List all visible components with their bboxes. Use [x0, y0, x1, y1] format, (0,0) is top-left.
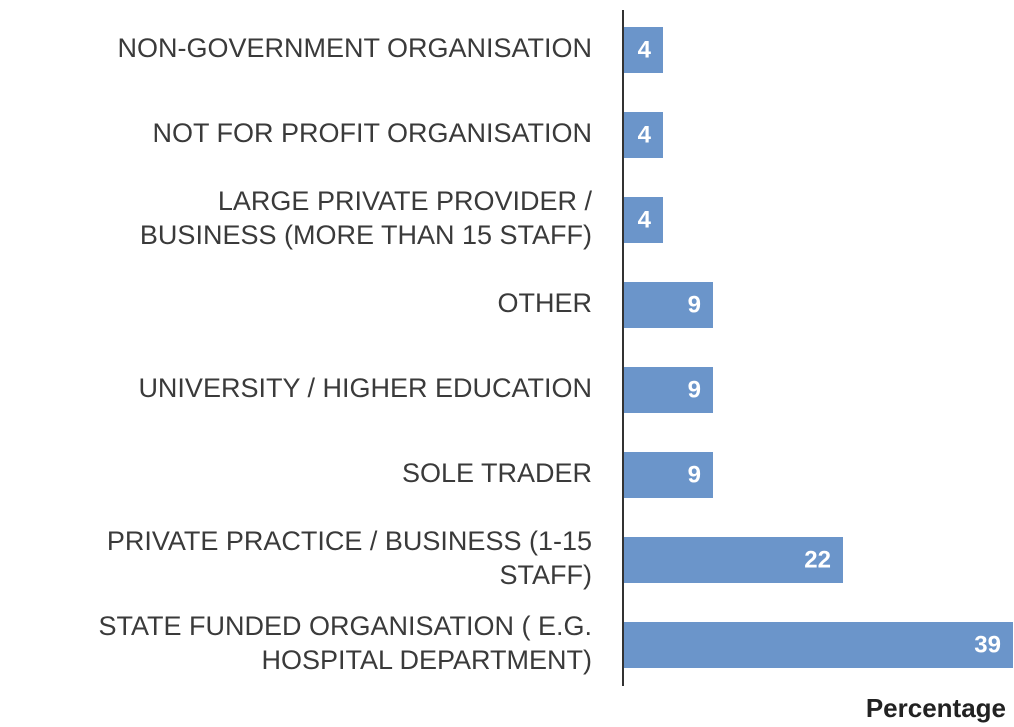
- category-label: OTHER: [498, 288, 593, 318]
- bar: [623, 622, 1013, 668]
- data-label: 9: [688, 461, 701, 488]
- bar: [623, 282, 713, 328]
- bar: [623, 537, 843, 583]
- category-label: SOLE TRADER: [402, 458, 592, 488]
- category-label: NON-GOVERNMENT ORGANISATION: [117, 33, 592, 63]
- category-label: STATE FUNDED ORGANISATION ( E.G. HOSPITAL…: [98, 611, 592, 675]
- data-label: 4: [638, 36, 652, 63]
- data-label: 9: [688, 376, 701, 403]
- category-label: PRIVATE PRACTICE / BUSINESS (1-15 STAFF): [107, 526, 592, 590]
- bar: [623, 27, 663, 73]
- data-label: 9: [688, 291, 701, 318]
- bar: [623, 112, 663, 158]
- data-label: 4: [638, 206, 652, 233]
- data-label: 39: [974, 631, 1001, 658]
- category-label: NOT FOR PROFIT ORGANISATION: [152, 118, 592, 148]
- bar: [623, 452, 713, 498]
- bar: [623, 367, 713, 413]
- category-label: UNIVERSITY / HIGHER EDUCATION: [138, 373, 592, 403]
- data-label: 4: [638, 121, 652, 148]
- bar: [623, 197, 663, 243]
- data-label: 22: [804, 546, 831, 573]
- category-label: LARGE PRIVATE PROVIDER / BUSINESS (MORE T…: [140, 186, 593, 250]
- x-axis-label: Percentage: [866, 693, 1006, 723]
